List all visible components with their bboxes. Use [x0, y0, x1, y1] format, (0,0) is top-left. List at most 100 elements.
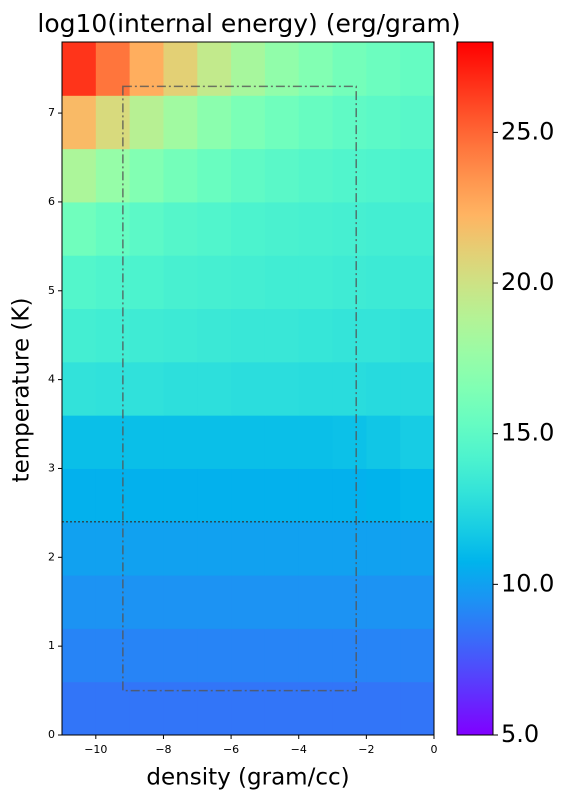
heatmap-cell [163, 415, 198, 469]
x-tick-label: 0 [431, 743, 438, 756]
heatmap-cell [95, 521, 131, 576]
heatmap-cell [163, 95, 198, 150]
heatmap-cell [95, 308, 131, 363]
heatmap-cell [332, 415, 367, 469]
heatmap-cell [197, 575, 232, 629]
heatmap-cell [400, 255, 435, 310]
heatmap-cell [298, 628, 334, 683]
heatmap-cell [332, 521, 367, 576]
heatmap-cell [264, 468, 300, 523]
heatmap-cell [298, 148, 334, 203]
heatmap-cell [62, 681, 97, 736]
heatmap-cell [366, 468, 401, 523]
heatmap-cell [366, 95, 401, 150]
heatmap-cell [163, 575, 198, 629]
heatmap-cell [231, 468, 266, 523]
heatmap-cell [264, 415, 300, 469]
heatmap-cell [298, 468, 334, 523]
y-tick-label: 2 [48, 550, 55, 563]
heatmap-cell [95, 681, 131, 736]
heatmap-cell [62, 201, 97, 256]
heatmap-cell [95, 361, 131, 416]
heatmap-cell [129, 415, 164, 469]
chart-title: log10(internal energy) (erg/gram) [37, 9, 460, 38]
heatmap-cell [400, 201, 435, 256]
heatmap-cell [231, 255, 266, 310]
heatmap-cell [400, 415, 435, 469]
colorbar-tick-label: 25.0 [501, 117, 554, 145]
heatmap-cell [129, 95, 164, 150]
heatmap-cell [129, 628, 164, 683]
heatmap-cell [129, 42, 164, 96]
heatmap-cell [163, 255, 198, 310]
heatmap-cell [95, 201, 131, 256]
heatmap-cell [231, 415, 266, 469]
heatmap-cell [298, 681, 334, 736]
heatmap-cell [163, 42, 198, 96]
x-tick-label: −4 [291, 743, 307, 756]
heatmap-cell [231, 575, 266, 629]
y-tick-label: 7 [48, 106, 55, 119]
colorbar-tick-label: 10.0 [501, 569, 554, 597]
heatmap-cell [62, 628, 97, 683]
heatmap-cell [197, 95, 232, 150]
heatmap-cell [298, 521, 334, 576]
heatmap-cell [231, 201, 266, 256]
heatmap-cell [231, 42, 266, 96]
heatmap-cell [264, 308, 300, 363]
heatmap-cell [129, 575, 164, 629]
y-tick-label: 6 [48, 195, 55, 208]
heatmap-cell [332, 148, 367, 203]
heatmap-cell [366, 681, 401, 736]
heatmap-cell [231, 521, 266, 576]
heatmap-cell [62, 468, 97, 523]
y-tick-label: 0 [48, 728, 55, 741]
heatmap-cell [62, 255, 97, 310]
heatmap-cell [264, 42, 300, 96]
heatmap-cell [197, 681, 232, 736]
heatmap-cell [95, 468, 131, 523]
heatmap-cell [400, 148, 435, 203]
heatmap-cell [197, 308, 232, 363]
x-axis-label: density (gram/cc) [146, 765, 349, 791]
plot-frame [61, 41, 435, 736]
heatmap-cell [264, 148, 300, 203]
heatmap-cell [62, 148, 97, 203]
heatmap-cell [264, 201, 300, 256]
heatmap-cell [163, 521, 198, 576]
heatmap-cell [197, 201, 232, 256]
heatmap-cell [264, 361, 300, 416]
heatmap-cell [129, 148, 164, 203]
heatmap-cell [197, 361, 232, 416]
heatmap-cell [366, 255, 401, 310]
heatmap-cell [366, 575, 401, 629]
x-tick-label: −2 [358, 743, 374, 756]
heatmap-cell [197, 255, 232, 310]
heatmap-cell [163, 308, 198, 363]
heatmap-cell [129, 308, 164, 363]
heatmap-cell [366, 308, 401, 363]
heatmap-cell [231, 681, 266, 736]
colorbar-tick-label: 20.0 [501, 268, 554, 296]
heatmap-cell [129, 681, 164, 736]
heatmap-cell [95, 255, 131, 310]
heatmap-cell [366, 42, 401, 96]
heatmap-cell [231, 95, 266, 150]
heatmap-cell [332, 42, 367, 96]
x-tick-label: −6 [223, 743, 239, 756]
x-tick-label: −10 [84, 743, 107, 756]
heatmap-cell [366, 201, 401, 256]
heatmap-cell [400, 468, 435, 523]
heatmap-cell [400, 308, 435, 363]
heatmap-cell [231, 361, 266, 416]
heatmap-cell [163, 628, 198, 683]
heatmap-cell [129, 468, 164, 523]
heatmap-cell [62, 361, 97, 416]
colorbar-tick-label: 15.0 [501, 419, 554, 447]
heatmap-cell [163, 681, 198, 736]
heatmap-cell [197, 42, 232, 96]
heatmap-cell [62, 575, 97, 629]
heatmap-cell [400, 361, 435, 416]
y-tick-label: 4 [48, 373, 55, 386]
